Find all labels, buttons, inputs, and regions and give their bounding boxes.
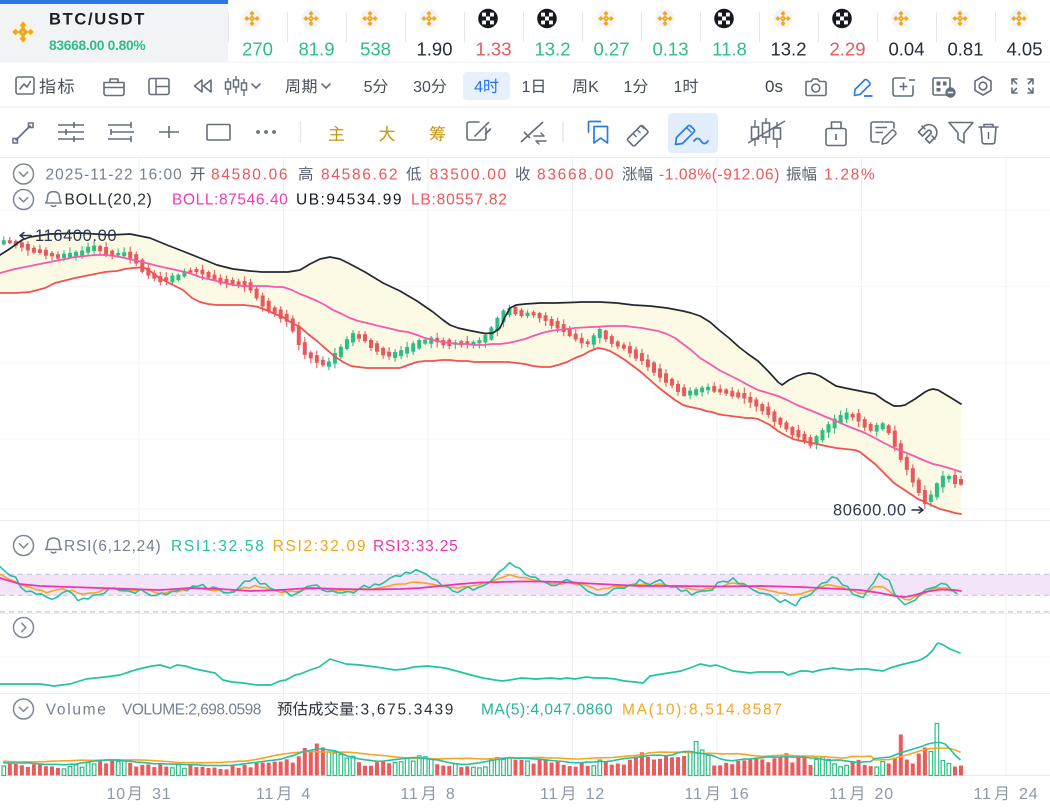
svg-text:30: 30	[413, 79, 431, 96]
svg-text:RSI1:32.58: RSI1:32.58	[171, 538, 266, 555]
svg-text:11: 11	[974, 786, 992, 803]
svg-text:RSI2:32.09: RSI2:32.09	[273, 538, 368, 555]
svg-text:2025-11-22 16:00: 2025-11-22 16:00	[46, 167, 183, 184]
svg-text:BTC/USDT: BTC/USDT	[49, 11, 146, 29]
svg-text:11: 11	[400, 786, 418, 803]
svg-text:11: 11	[540, 786, 558, 803]
svg-text::3,675.3439: :3,675.3439	[355, 702, 456, 719]
svg-text:-1.08%(-912.06): -1.08%(-912.06)	[659, 167, 780, 184]
svg-text:0.27: 0.27	[593, 39, 629, 60]
svg-text:116400.00: 116400.00	[35, 227, 117, 245]
svg-text:24: 24	[1019, 786, 1038, 803]
svg-text:31: 31	[152, 786, 171, 803]
svg-text:4: 4	[474, 79, 483, 96]
svg-text:1: 1	[674, 79, 683, 96]
svg-text:11: 11	[685, 786, 703, 803]
svg-text:11: 11	[256, 786, 274, 803]
svg-text:1: 1	[624, 79, 633, 96]
svg-text:1.28%: 1.28%	[824, 167, 876, 184]
svg-text:BOLL(20,2): BOLL(20,2)	[65, 192, 153, 209]
svg-text:2.29: 2.29	[829, 39, 865, 60]
svg-text:16: 16	[730, 786, 749, 803]
svg-text:4.05: 4.05	[1006, 39, 1042, 60]
svg-text:Volume: Volume	[46, 702, 108, 719]
svg-text:80600.00: 80600.00	[833, 502, 907, 520]
svg-text:13.2: 13.2	[534, 39, 570, 60]
svg-text:83668.00: 83668.00	[537, 167, 615, 184]
svg-text:270: 270	[242, 39, 273, 60]
svg-text:MA(10):8,514.8587: MA(10):8,514.8587	[622, 702, 784, 719]
svg-text:BOLL:87546.40: BOLL:87546.40	[172, 192, 288, 209]
svg-text:RSI(6,12,24): RSI(6,12,24)	[64, 538, 161, 555]
svg-text:RSI3:33.25: RSI3:33.25	[373, 538, 459, 555]
svg-text:0.81: 0.81	[947, 39, 983, 60]
svg-text:1: 1	[522, 79, 531, 96]
svg-text:0.13: 0.13	[652, 39, 688, 60]
svg-text:4: 4	[301, 786, 311, 803]
svg-text:LB:80557.82: LB:80557.82	[411, 192, 508, 209]
svg-text:1.33: 1.33	[475, 39, 511, 60]
svg-text:538: 538	[360, 39, 391, 60]
svg-text:11: 11	[829, 786, 847, 803]
svg-text:VOLUME:2,698.0598: VOLUME:2,698.0598	[122, 702, 261, 719]
svg-text:13.2: 13.2	[770, 39, 806, 60]
svg-text:K: K	[588, 79, 599, 96]
svg-text:1.90: 1.90	[416, 39, 452, 60]
svg-text:8: 8	[446, 786, 456, 803]
svg-text:10: 10	[107, 786, 126, 803]
svg-text:0.04: 0.04	[888, 39, 924, 60]
svg-text:5: 5	[364, 79, 373, 96]
svg-text:UB:94534.99: UB:94534.99	[296, 192, 403, 209]
svg-text:MA(5):4,047.0860: MA(5):4,047.0860	[481, 702, 613, 719]
svg-text:84586.62: 84586.62	[321, 167, 399, 184]
svg-text:12: 12	[586, 786, 605, 803]
svg-text:84580.06: 84580.06	[211, 167, 289, 184]
svg-text:83500.00: 83500.00	[430, 167, 508, 184]
svg-text:83668.00 0.80%: 83668.00 0.80%	[49, 38, 145, 53]
svg-text:81.9: 81.9	[298, 39, 334, 60]
svg-text:20: 20	[875, 786, 894, 803]
svg-text:11.8: 11.8	[712, 39, 747, 60]
svg-text:0s: 0s	[765, 77, 783, 96]
